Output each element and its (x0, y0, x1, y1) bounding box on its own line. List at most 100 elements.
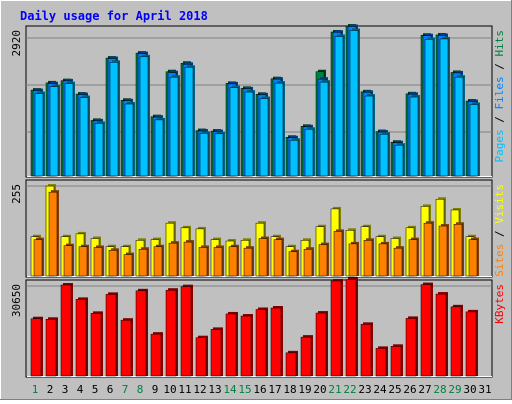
kbytes-panel-bar-kbytes (75, 297, 88, 377)
hits-panel-bar-pages (394, 143, 405, 177)
visits-panel-bar-sites-face (213, 247, 223, 277)
visits-panel-bar-sites-face (333, 231, 343, 277)
hits-panel-bar-pages-face (259, 98, 269, 177)
visits-panel-bar-sites-face (273, 239, 283, 277)
kbytes-panel-bar-kbytes (270, 306, 283, 377)
hits-panel-bar-pages-face (229, 87, 239, 177)
visits-panel-bar-sites-face (93, 247, 103, 277)
kbytes-panel-bar-kbytes (405, 316, 418, 377)
kbytes-panel-bar-kbytes (330, 278, 343, 377)
x-tick-label: 30 (463, 383, 476, 396)
visits-panel-bar-sites (213, 245, 224, 277)
hits-panel-bar-pages (364, 94, 375, 177)
kbytes-panel-bar-kbytes-face (165, 289, 177, 377)
x-tick-label: 15 (238, 383, 251, 396)
hits-panel-bar-pages-face (124, 103, 134, 177)
kbytes-panel-bar-kbytes (180, 284, 193, 377)
kbytes-panel-bar-kbytes (225, 311, 238, 377)
kbytes-panel-ymax-label: 30650 (10, 284, 23, 317)
hits-panel-bar-pages-face (214, 133, 224, 177)
kbytes-panel-bar-kbytes-face (315, 312, 327, 377)
hits-panel-bar-pages-face (184, 67, 194, 177)
visits-panel-bar-sites (273, 237, 284, 277)
kbytes-panel-bar-kbytes-face (435, 293, 447, 377)
x-tick-label: 3 (62, 383, 69, 396)
kbytes-panel-bar-kbytes-face (105, 294, 117, 377)
x-tick-label: 10 (163, 383, 176, 396)
visits-panel-bar-sites-face (243, 247, 253, 277)
visits-panel-bar-sites (243, 246, 254, 277)
hits-panel-bar-pages (214, 131, 225, 177)
hits-panel-bar-pages-face (109, 62, 119, 177)
visits-panel-bar-sites (198, 245, 209, 277)
visits-panel-bar-sites-face (393, 247, 403, 277)
x-tick-label: 24 (373, 383, 387, 396)
visits-panel-bar-sites (123, 252, 134, 277)
visits-panel-legend-item: / (493, 224, 506, 244)
hits-panel-bar-pages (319, 80, 330, 177)
x-tick-label: 4 (77, 383, 84, 396)
hits-panel-bar-pages-face (289, 139, 299, 177)
visits-panel-bar-sites (393, 246, 404, 277)
visits-panel-bar-sites (228, 244, 239, 277)
visits-panel-bar-sites (93, 245, 104, 277)
kbytes-panel-bar-kbytes (120, 318, 133, 377)
x-tick-label: 29 (448, 383, 461, 396)
kbytes-panel-bar-kbytes-face (210, 329, 222, 377)
hits-panel-bar-pages (199, 131, 210, 177)
hits-panel-bar-pages-face (169, 76, 179, 177)
x-tick-label: 9 (152, 383, 159, 396)
visits-panel-bar-sites (168, 241, 179, 277)
kbytes-panel-bar-kbytes-face (30, 318, 42, 377)
hits-panel-bar-pages-face (364, 95, 374, 177)
hits-panel-bar-pages (349, 28, 360, 177)
kbytes-panel-bar-kbytes (420, 282, 433, 377)
x-tick-label: 2 (47, 383, 54, 396)
visits-panel-bar-sites (108, 248, 119, 277)
chart-title: Daily usage for April 2018 (20, 9, 208, 23)
hits-panel-bar-pages-face (454, 76, 464, 177)
visits-panel-bar-sites-face (258, 238, 268, 277)
kbytes-panel-bar-kbytes-face (390, 346, 402, 377)
hits-panel-legend-item: Files (493, 76, 506, 109)
kbytes-panel-bar-kbytes-face (180, 286, 192, 377)
visits-panel-legend-item: Visits (493, 184, 506, 224)
hits-panel-bar-pages-face (304, 129, 314, 177)
kbytes-panel-bar-kbytes (90, 311, 103, 377)
kbytes-panel-bar-kbytes-face (375, 348, 387, 377)
kbytes-panel: 30650 KBytes (10, 277, 506, 378)
hits-panel-bar-pages (244, 90, 255, 177)
visits-panel-bar-sites (348, 241, 359, 277)
visits-panel-bar-sites (453, 222, 464, 277)
visits-panel-bar-sites-face (153, 246, 163, 277)
hits-panel-bar-pages (154, 117, 165, 177)
hits-panel-bar-pages (229, 85, 240, 177)
kbytes-panel-bar-kbytes (300, 335, 313, 377)
visits-panel-legend-item: Sites (493, 244, 506, 277)
visits-panel-ymax-label: 255 (10, 184, 23, 204)
hits-panel-bar-pages (409, 95, 420, 177)
kbytes-panel-bar-kbytes (150, 332, 163, 377)
hits-panel-bar-pages (274, 81, 285, 177)
hits-panel-bar-pages-face (349, 30, 359, 177)
x-tick-label: 1 (32, 383, 39, 396)
hits-panel-bar-pages (289, 138, 300, 177)
kbytes-panel-bar-kbytes (435, 292, 448, 377)
hits-panel-bar-pages-face (379, 134, 389, 177)
hits-panel-legend-item: Pages (493, 129, 506, 162)
visits-panel-bar-sites (33, 237, 44, 277)
hits-panel-bar-pages (79, 95, 90, 177)
kbytes-panel-bar-kbytes-face (255, 309, 267, 377)
hits-panel-bar-pages (439, 36, 450, 177)
visits-panel-bar-sites (78, 244, 89, 277)
visits-panel-bar-sites-face (168, 242, 178, 277)
kbytes-panel-bar-kbytes (465, 309, 478, 377)
x-tick-label: 27 (418, 383, 431, 396)
hits-panel-bar-pages (64, 81, 75, 177)
visits-panel-bar-sites-face (63, 245, 73, 277)
kbytes-panel-bar-kbytes (315, 311, 328, 377)
visits-panel-bar-sites (363, 238, 374, 277)
kbytes-panel-bar-kbytes-face (300, 336, 312, 377)
visits-panel-bar-sites (183, 240, 194, 277)
hits-panel-bar-pages-face (469, 104, 479, 177)
